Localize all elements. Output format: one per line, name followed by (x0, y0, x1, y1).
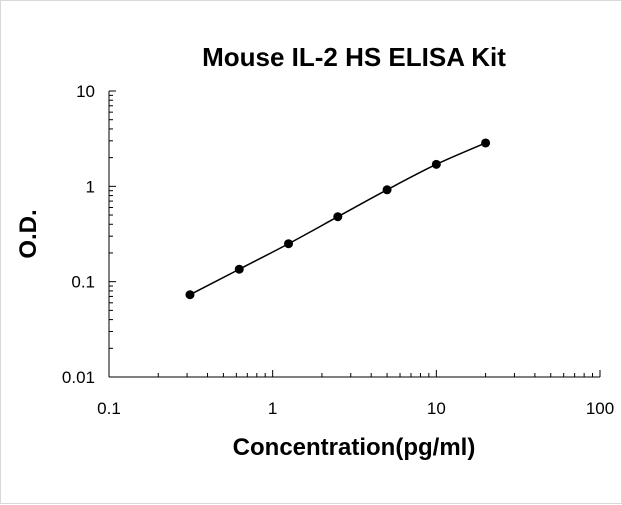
data-point (382, 185, 392, 195)
x-tick-label: 10 (427, 399, 446, 418)
x-tick-label: 100 (586, 399, 614, 418)
y-axis-title: O.D. (15, 209, 42, 258)
data-point (185, 290, 195, 300)
y-tick-label: 0.01 (62, 368, 95, 387)
ticks (108, 90, 601, 378)
x-tick-label: 0.1 (97, 399, 121, 418)
x-axis-title: Concentration(pg/ml) (233, 434, 476, 461)
data-series (185, 138, 491, 300)
data-point (234, 264, 244, 274)
x-tick-label: 1 (268, 399, 277, 418)
data-point (481, 138, 491, 148)
data-point (284, 239, 294, 249)
data-point (431, 159, 441, 169)
y-tick-label: 10 (76, 82, 95, 101)
y-tick-label: 1 (86, 177, 95, 196)
axes (108, 91, 600, 378)
chart-title: Mouse IL-2 HS ELISA Kit (202, 42, 506, 72)
y-tick-label: 0.1 (71, 273, 95, 292)
data-point (333, 212, 343, 222)
